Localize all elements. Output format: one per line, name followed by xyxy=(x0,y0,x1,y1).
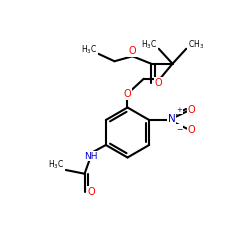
Text: CH$_3$: CH$_3$ xyxy=(188,38,204,50)
Text: O: O xyxy=(188,105,196,115)
Text: NH: NH xyxy=(84,152,98,161)
Text: H$_3$C: H$_3$C xyxy=(48,159,64,171)
Text: H$_3$C: H$_3$C xyxy=(141,38,158,50)
Text: O: O xyxy=(155,78,162,88)
Text: H$_3$C: H$_3$C xyxy=(81,43,97,56)
Text: N: N xyxy=(168,114,175,124)
Text: O: O xyxy=(128,46,136,56)
Text: O: O xyxy=(188,125,196,135)
Text: O: O xyxy=(124,89,131,99)
Text: O: O xyxy=(88,187,96,197)
Text: −: − xyxy=(176,125,183,134)
Text: +: + xyxy=(177,108,182,114)
